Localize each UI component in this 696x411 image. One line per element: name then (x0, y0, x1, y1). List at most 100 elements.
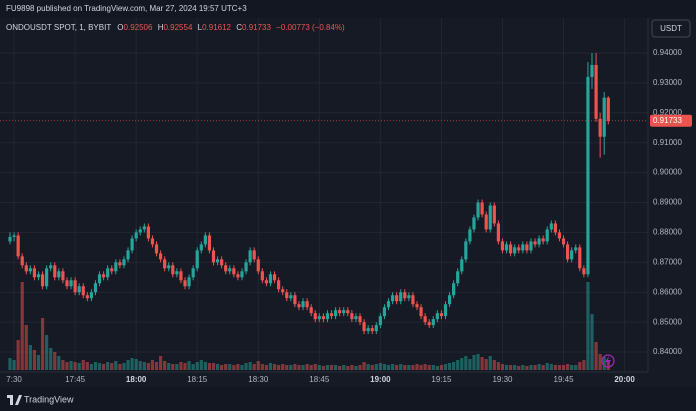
candle-body (574, 247, 578, 251)
candle-body (468, 229, 472, 242)
candle-body (334, 310, 338, 317)
y-tick-label: 0.85000 (653, 317, 682, 326)
y-tick-label: 0.87000 (653, 257, 682, 266)
volume-bar (114, 361, 118, 370)
volume-bar (40, 318, 45, 370)
candle-body (77, 286, 81, 293)
candle-body (521, 244, 525, 251)
candle-body (175, 271, 179, 275)
candle-body (220, 259, 224, 266)
candle-body (456, 271, 460, 284)
candle-body (509, 244, 513, 254)
y-tick-label: 0.93000 (653, 78, 682, 87)
volume-bar (602, 357, 606, 370)
candle-body (163, 259, 167, 269)
currency-box[interactable] (651, 19, 691, 38)
candle-body (36, 274, 41, 278)
candle-body (480, 202, 484, 215)
volume-bar (484, 359, 488, 370)
candle-body (207, 235, 212, 251)
candle-body (281, 289, 285, 293)
candle-body (362, 322, 366, 332)
candle-body (390, 295, 395, 302)
volume-bar (370, 365, 374, 370)
x-tick-label: 7:30 (6, 375, 22, 384)
candle-body (435, 313, 439, 320)
volume-bar (358, 365, 362, 370)
candle-body (97, 274, 102, 284)
candle-body (504, 244, 509, 251)
volume-bar (521, 365, 525, 370)
volume-bar (435, 366, 439, 370)
volume-bar (106, 362, 110, 370)
legend-label: H (158, 23, 164, 32)
volume-bar (65, 362, 69, 370)
header-bar (0, 0, 696, 18)
candle-body (102, 274, 106, 278)
legend-high: 0.92554 (163, 23, 192, 32)
candle-body (53, 265, 57, 278)
volume-bar (236, 364, 240, 370)
volume-bar (374, 364, 378, 370)
volume-bar (130, 358, 134, 370)
volume-bar (110, 363, 114, 370)
candle-body (472, 217, 476, 230)
volume-bar (338, 366, 342, 370)
lightning-icon[interactable] (601, 354, 615, 368)
volume-bar (301, 365, 305, 370)
volume-bar (191, 364, 195, 370)
candle-body (122, 259, 126, 266)
candle-body (256, 259, 260, 272)
candle-body (301, 301, 305, 308)
candle-body (570, 250, 574, 260)
volume-bar (411, 365, 415, 370)
volume-bar (28, 345, 32, 370)
volume-bar (439, 365, 444, 370)
candle-body (28, 268, 32, 272)
volume-bar (533, 365, 537, 370)
volume-bar (590, 314, 594, 370)
candle-body (513, 247, 517, 254)
candle-body (167, 265, 171, 269)
candle-body (358, 316, 362, 323)
candle-body (561, 238, 566, 245)
candle-body (272, 274, 277, 281)
volume-bar (93, 362, 98, 370)
volume-bar (240, 365, 244, 370)
volume-bar (456, 360, 460, 370)
volume-bar (150, 360, 155, 370)
volume-bar (407, 365, 411, 370)
candle-body (399, 292, 403, 302)
candle-body (134, 232, 138, 239)
candle-body (500, 241, 505, 251)
candle-body (423, 316, 427, 323)
volume-bar (594, 342, 598, 370)
volume-bar (390, 364, 395, 370)
candle-body (329, 313, 334, 317)
candle-body (354, 316, 358, 320)
candle-body (248, 250, 252, 263)
candle-body (346, 310, 350, 314)
volume-bar (126, 360, 130, 370)
y-tick-label: 0.91000 (653, 138, 682, 147)
volume-bar (476, 354, 480, 370)
volume-bar (211, 363, 216, 370)
candle-body (411, 295, 415, 305)
brand: TradingView (24, 394, 74, 404)
candle-body (240, 271, 244, 278)
volume-bar (12, 360, 16, 370)
currency[interactable]: USDT (660, 24, 682, 33)
candle-body (395, 295, 399, 302)
candle-body (427, 322, 431, 326)
volume-bar (565, 364, 570, 370)
volume-bar (606, 361, 610, 370)
candle-body (16, 235, 20, 257)
candle-body (211, 250, 216, 263)
candle-body (106, 268, 110, 278)
candle-body (150, 238, 155, 245)
volume-bar (224, 364, 228, 370)
candle-body (191, 268, 195, 278)
y-tick-label: 0.92000 (653, 108, 682, 117)
candle-body (545, 229, 549, 242)
x-tick-label: 18:30 (248, 375, 269, 384)
